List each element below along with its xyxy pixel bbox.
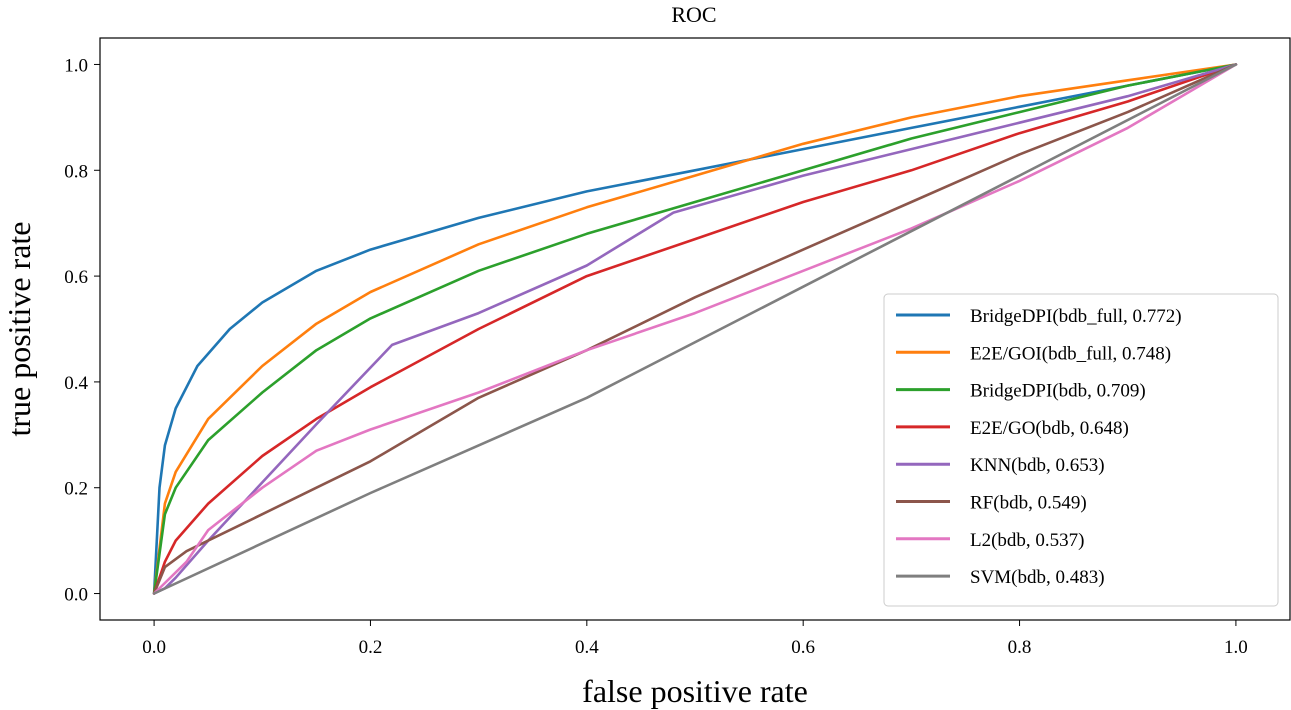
x-axis-ticks: 0.0 0.2 0.4 0.6 0.8 1.0 xyxy=(142,620,1248,658)
x-tick-label: 0.6 xyxy=(791,637,815,658)
plot-frame xyxy=(99,37,1291,621)
legend: BridgeDPI(bdb_full, 0.772) E2E/GOI(bdb_fu… xyxy=(883,293,1279,607)
y-tick-label: 0.0 xyxy=(64,585,88,606)
legend-entry: RF(bdb, 0.549) xyxy=(896,493,1087,514)
legend-label: E2E/GOI(bdb_full, 0.748) xyxy=(970,343,1171,364)
y-tick-label: 0.4 xyxy=(64,373,88,394)
series-line-2 xyxy=(152,63,1238,595)
x-axis-label: false positive rate xyxy=(582,673,808,709)
legend-label: RF(bdb, 0.549) xyxy=(970,493,1087,514)
series-line-3 xyxy=(152,63,1238,595)
y-tick-label: 0.8 xyxy=(64,161,88,182)
x-tick-label: 0.8 xyxy=(1008,637,1032,658)
series-line-1 xyxy=(152,63,1238,595)
series-line-7 xyxy=(152,63,1238,595)
y-tick-label: 0.2 xyxy=(64,479,88,500)
series-line-5 xyxy=(152,63,1238,595)
y-axis-ticks: 0.0 0.2 0.4 0.6 0.8 1.0 xyxy=(64,55,100,606)
legend-label: L2(bdb, 0.537) xyxy=(970,530,1085,551)
chart-title: ROC xyxy=(671,2,716,27)
x-tick-label: 0.0 xyxy=(142,637,166,658)
x-tick-label: 0.2 xyxy=(359,637,383,658)
x-tick-label: 1.0 xyxy=(1224,637,1248,658)
legend-entry: KNN(bdb, 0.653) xyxy=(896,455,1105,476)
legend-entry: L2(bdb, 0.537) xyxy=(896,530,1085,551)
x-tick-label: 0.4 xyxy=(575,637,599,658)
legend-entry: E2E/GOI(bdb_full, 0.748) xyxy=(896,343,1171,364)
legend-frame xyxy=(883,293,1279,607)
legend-entry: BridgeDPI(bdb_full, 0.772) xyxy=(896,306,1182,327)
legend-entry: SVM(bdb, 0.483) xyxy=(896,567,1105,588)
legend-label: E2E/GO(bdb, 0.648) xyxy=(970,418,1129,439)
legend-entry: BridgeDPI(bdb, 0.709) xyxy=(896,381,1146,402)
series-line-8 xyxy=(152,63,1238,595)
plot-lines xyxy=(152,63,1238,595)
legend-entry: E2E/GO(bdb, 0.648) xyxy=(896,418,1129,439)
y-axis-label: true positive rate xyxy=(1,221,37,436)
legend-label: BridgeDPI(bdb_full, 0.772) xyxy=(970,306,1182,327)
series-line-4 xyxy=(152,63,1238,595)
y-tick-label: 0.6 xyxy=(64,267,88,288)
legend-label: SVM(bdb, 0.483) xyxy=(970,567,1105,588)
legend-label: BridgeDPI(bdb, 0.709) xyxy=(970,381,1146,402)
legend-label: KNN(bdb, 0.653) xyxy=(970,455,1105,476)
y-tick-label: 1.0 xyxy=(64,55,88,76)
